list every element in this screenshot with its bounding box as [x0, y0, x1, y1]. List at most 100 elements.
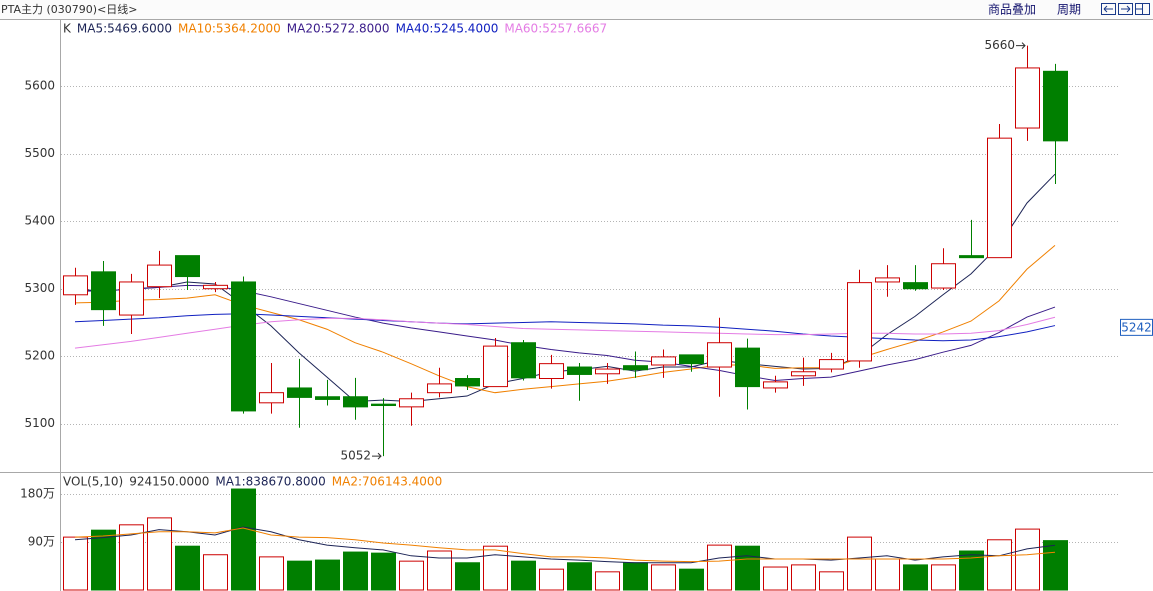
chart-title: PTA主力 (030790)<日线>: [1, 2, 138, 16]
candle-body: [175, 255, 200, 278]
icon-layout-lines: [1136, 4, 1143, 14]
candle-body: [595, 368, 620, 375]
volume-bar: [791, 564, 816, 591]
ma-line: [74, 527, 1056, 563]
candle-body: [623, 365, 648, 371]
y-tick-label: 5500: [24, 146, 55, 160]
candle-body: [119, 281, 144, 316]
legend-entry: MA5:5469.6000: [77, 22, 172, 36]
candle-body: [987, 137, 1012, 259]
candle-body: [315, 396, 340, 400]
candle-body: [791, 371, 816, 377]
icon-left-arrow: [1103, 5, 1113, 13]
volume-bar: [903, 564, 928, 591]
candle-body: [343, 396, 368, 408]
extreme-arrow: [1016, 42, 1026, 50]
candle-body: [539, 363, 564, 380]
volume-bar: [511, 560, 536, 591]
volume-bar: [623, 562, 648, 591]
icon-left[interactable]: [1101, 3, 1116, 15]
legend-title: K: [63, 22, 72, 36]
candle-body: [63, 275, 88, 296]
candle-body: [259, 392, 284, 404]
period-button[interactable]: 周期: [1057, 3, 1081, 17]
volume-bar: [931, 564, 956, 591]
y-tick-label: 5200: [24, 349, 55, 363]
candle-body: [231, 281, 256, 412]
volume-bar: [819, 571, 844, 591]
candle-body: [931, 263, 956, 289]
volume-bar: [735, 545, 760, 591]
nav-icons[interactable]: [1101, 3, 1150, 15]
candle-body: [651, 356, 676, 366]
volume-bar: [539, 568, 564, 591]
y-tick-label: 180万: [20, 486, 55, 500]
volume-bar: [371, 552, 396, 591]
volume-bar: [259, 556, 284, 591]
volume-bar: [987, 539, 1012, 591]
volume-bar: [875, 558, 900, 591]
volume-bar: [63, 536, 88, 591]
icon-right[interactable]: [1118, 3, 1133, 15]
candle-body: [735, 347, 760, 388]
ma-line: [74, 526, 1056, 564]
ma-line: [74, 313, 1056, 342]
ma-line: [74, 284, 1056, 382]
y-tick-label: 5400: [24, 214, 55, 228]
volume-bar: [91, 529, 116, 591]
volume-bar: [203, 554, 228, 591]
cursor-price-label: 5242: [1121, 320, 1152, 334]
volume-bar: [1015, 528, 1040, 591]
legend-entry: MA2:706143.4000: [332, 475, 442, 489]
volume-bar: [147, 517, 172, 591]
icon-layout[interactable]: [1135, 3, 1150, 15]
candle-body: [567, 366, 592, 375]
candle-body: [875, 277, 900, 283]
y-tick-label: 90万: [28, 534, 55, 548]
volume-bar: [651, 564, 676, 591]
overlay-button[interactable]: 商品叠加: [988, 2, 1036, 17]
candle-body: [903, 282, 928, 290]
volume-bar: [343, 551, 368, 591]
extreme-label: 5660: [984, 38, 1015, 52]
candle-body: [707, 342, 732, 368]
candle-body: [455, 378, 480, 387]
volume-bar: [567, 562, 592, 591]
top-bar: [0, 0, 1153, 19]
candle-body: [147, 264, 172, 288]
volume-bar: [455, 562, 480, 591]
candle-body: [203, 284, 228, 290]
volume-current: 924150.0000: [129, 475, 209, 489]
volume-bar: [483, 545, 508, 591]
candle-body: [819, 359, 844, 370]
candle-body: [679, 354, 704, 365]
candle-body: [763, 381, 788, 389]
volume-bar: [847, 536, 872, 591]
volume-bar: [287, 560, 312, 591]
legend-entry: MA10:5364.2000: [178, 22, 281, 36]
icon-right-arrow: [1121, 5, 1131, 13]
candle-body: [483, 345, 508, 388]
extreme-arrow: [372, 452, 382, 460]
volume-bar: [763, 566, 788, 591]
volume-bar: [595, 571, 620, 591]
volume-bar: [707, 544, 732, 591]
candle-body: [959, 255, 984, 259]
candle-body: [847, 282, 872, 362]
volume-bar: [399, 560, 424, 591]
legend-entry: MA20:5272.8000: [287, 22, 390, 36]
volume-bar: [231, 488, 256, 591]
volume-bar: [315, 559, 340, 591]
candle-body: [427, 383, 452, 394]
candle-body: [1015, 67, 1040, 129]
volume-bar: [1043, 540, 1068, 591]
candle-body: [1043, 70, 1068, 142]
y-tick-label: 5300: [24, 281, 55, 295]
volume-title: VOL(5,10): [63, 475, 123, 489]
legend-entry: MA40:5245.4000: [396, 22, 499, 36]
y-tick-label: 5600: [24, 79, 55, 93]
volume-bar: [175, 545, 200, 591]
legend-entry: MA60:5257.6667: [504, 22, 607, 36]
